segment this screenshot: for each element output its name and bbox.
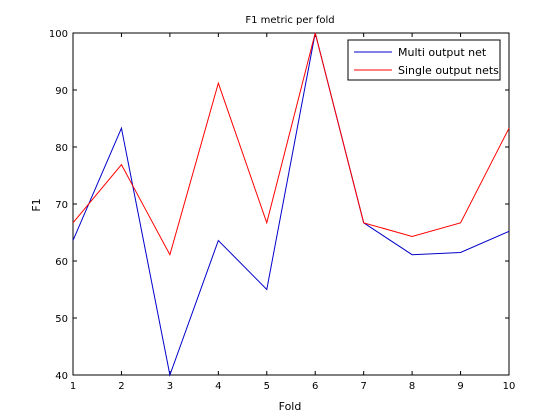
chart-title: F1 metric per fold xyxy=(245,15,334,26)
x-tick-label: 8 xyxy=(409,381,415,392)
plot-area xyxy=(72,32,510,376)
series-line-0 xyxy=(72,32,510,377)
x-tick-label: 1 xyxy=(70,381,76,392)
x-tick-label: 5 xyxy=(264,381,270,392)
x-axis-label: Fold xyxy=(279,400,302,413)
y-tick-label: 100 xyxy=(49,29,68,40)
x-tick-label: 9 xyxy=(457,381,463,392)
y-axis-label: F1 xyxy=(30,198,43,211)
legend-box xyxy=(347,39,501,81)
x-tick-label: 10 xyxy=(503,381,516,392)
y-tick-label: 80 xyxy=(55,143,68,154)
x-tick-label: 6 xyxy=(312,381,318,392)
y-tick-label: 50 xyxy=(55,314,68,325)
y-tick-label: 60 xyxy=(55,257,68,268)
y-axis: 40 50 60 70 80 90 100 xyxy=(49,29,509,382)
y-tick-label: 40 xyxy=(55,371,68,382)
series-line-1 xyxy=(72,32,510,257)
legend-label: Single output nets xyxy=(398,64,499,77)
legend-label: Multi output net xyxy=(398,46,487,59)
x-tick-label: 2 xyxy=(118,381,124,392)
legend: Multi output net Single output nets xyxy=(347,39,501,81)
y-tick-label: 70 xyxy=(55,200,68,211)
y-tick-label: 90 xyxy=(55,86,68,97)
x-axis: 1 2 3 4 5 6 7 8 9 10 xyxy=(70,33,516,392)
x-tick-label: 3 xyxy=(167,381,173,392)
series-layer xyxy=(72,32,510,377)
x-tick-label: 7 xyxy=(360,381,366,392)
x-tick-label: 4 xyxy=(215,381,221,392)
